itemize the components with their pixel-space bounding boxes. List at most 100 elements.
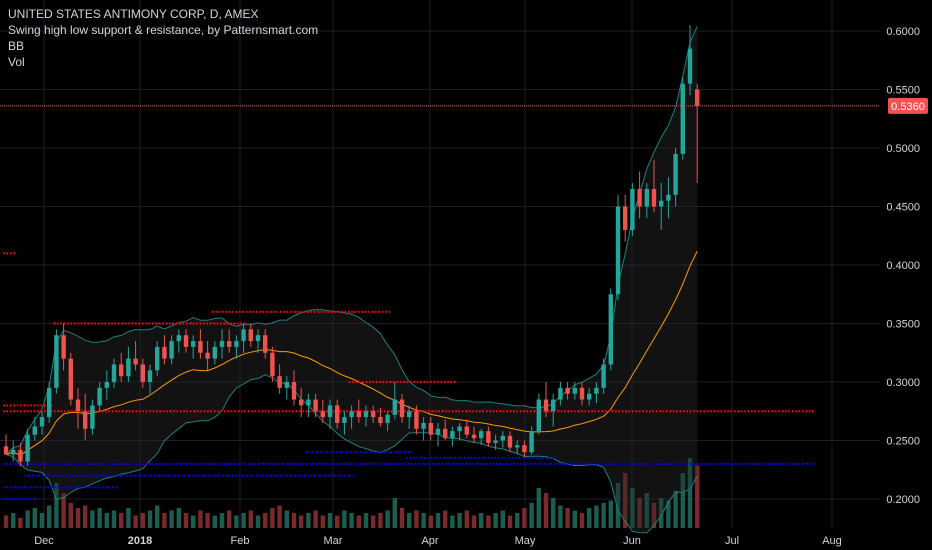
candle-body	[457, 426, 462, 432]
candle-body	[212, 346, 217, 359]
y-tick-label: 0.3500	[886, 319, 920, 331]
volume-bar	[601, 503, 606, 528]
candle	[651, 159, 657, 213]
x-tick-label: Feb	[231, 535, 250, 547]
candle-body	[493, 440, 498, 443]
candle	[443, 419, 448, 441]
x-tick-label: Aug	[822, 535, 842, 547]
price-axis[interactable]: 0.6000 0.5500 0.5000 0.4500 0.4000 0.3500 0.30…	[886, 26, 920, 506]
volume-bar	[61, 493, 66, 528]
volume-bar	[399, 508, 405, 528]
candle-body	[414, 411, 419, 429]
candle	[90, 399, 95, 435]
volume-bar	[378, 513, 383, 528]
candle	[75, 387, 81, 429]
x-tick-label: Apr	[421, 535, 438, 547]
candle	[457, 422, 462, 441]
volume-bar	[371, 515, 376, 528]
candle-body	[385, 414, 390, 423]
candle-body	[54, 335, 59, 388]
volume-bar	[335, 515, 340, 528]
volume-bar	[385, 510, 390, 528]
candle-body	[428, 422, 433, 435]
candle	[407, 405, 412, 429]
candle-body	[623, 206, 628, 230]
volume-bar	[428, 515, 433, 528]
volume-bar	[551, 498, 556, 528]
volume-bar	[608, 500, 613, 528]
volume-bar	[212, 515, 217, 528]
y-tick-label: 0.4500	[886, 202, 920, 214]
candle-body	[61, 335, 66, 359]
candle-body	[234, 341, 239, 347]
volume-bar	[90, 510, 95, 528]
grid-lines	[0, 0, 880, 528]
time-axis[interactable]: Dec 2018 Feb Mar Apr May Jun Jul Aug	[34, 535, 842, 547]
y-tick-label: 0.2500	[886, 436, 920, 448]
volume-bar	[162, 513, 167, 528]
candle-body	[284, 382, 289, 388]
volume-bar	[407, 513, 412, 528]
candle	[255, 329, 261, 353]
candle-body	[291, 382, 297, 400]
candle-body	[601, 364, 606, 388]
volume-bar	[529, 503, 534, 528]
candle	[601, 358, 606, 394]
volume-bar	[695, 465, 700, 528]
x-tick-label: Jul	[725, 535, 739, 547]
candle	[695, 83, 700, 184]
candle	[335, 399, 340, 429]
candle-body	[3, 446, 9, 455]
candle	[637, 171, 642, 219]
candle	[594, 382, 599, 404]
candle	[428, 417, 433, 441]
candle	[529, 426, 534, 455]
volume-bar	[579, 513, 585, 528]
candle	[327, 399, 333, 429]
candle-body	[651, 188, 657, 207]
legend-indicator-swing[interactable]: Swing high low support & resistance, by …	[8, 23, 319, 37]
candle-body	[608, 294, 613, 365]
candle-body	[637, 188, 642, 207]
candle	[169, 335, 174, 365]
volume-bar	[327, 513, 333, 528]
last-price-marker: 0.5360	[0, 97, 928, 114]
candle-body	[111, 364, 117, 382]
candle	[284, 376, 289, 400]
volume-bar	[637, 498, 642, 528]
legend-indicator-bb[interactable]: BB	[8, 39, 25, 53]
volume-bar	[126, 508, 131, 528]
volume-bar	[450, 515, 455, 528]
legend-indicator-vol[interactable]: Vol	[8, 55, 25, 69]
candle	[500, 431, 505, 448]
volume-bar	[471, 515, 477, 528]
candle-body	[248, 329, 253, 342]
candle	[39, 411, 45, 435]
candle-body	[147, 370, 153, 382]
volume-bar	[594, 505, 599, 528]
candle-body	[659, 200, 664, 207]
legend-symbol-title[interactable]: UNITED STATES ANTIMONY CORP, D, AMEX	[8, 7, 259, 21]
candle-body	[176, 335, 181, 342]
volume-bar	[630, 488, 635, 528]
candle	[119, 352, 124, 382]
volume-bar	[133, 515, 138, 528]
volume-bar	[320, 515, 325, 528]
volume-bar	[464, 510, 469, 528]
candle-body	[68, 358, 73, 400]
volume-bar	[522, 508, 527, 528]
volume-bar	[342, 510, 347, 528]
candle	[32, 417, 37, 441]
candle-body	[320, 411, 325, 418]
candle-body	[198, 341, 203, 353]
candle	[291, 370, 297, 406]
bb-basis-line	[5, 250, 698, 456]
volume-bar	[277, 505, 282, 528]
volume-bar	[666, 500, 671, 528]
candle	[414, 405, 419, 435]
volume-bar	[191, 515, 196, 528]
candle	[507, 431, 513, 453]
candle	[558, 382, 563, 406]
candle	[68, 352, 73, 406]
